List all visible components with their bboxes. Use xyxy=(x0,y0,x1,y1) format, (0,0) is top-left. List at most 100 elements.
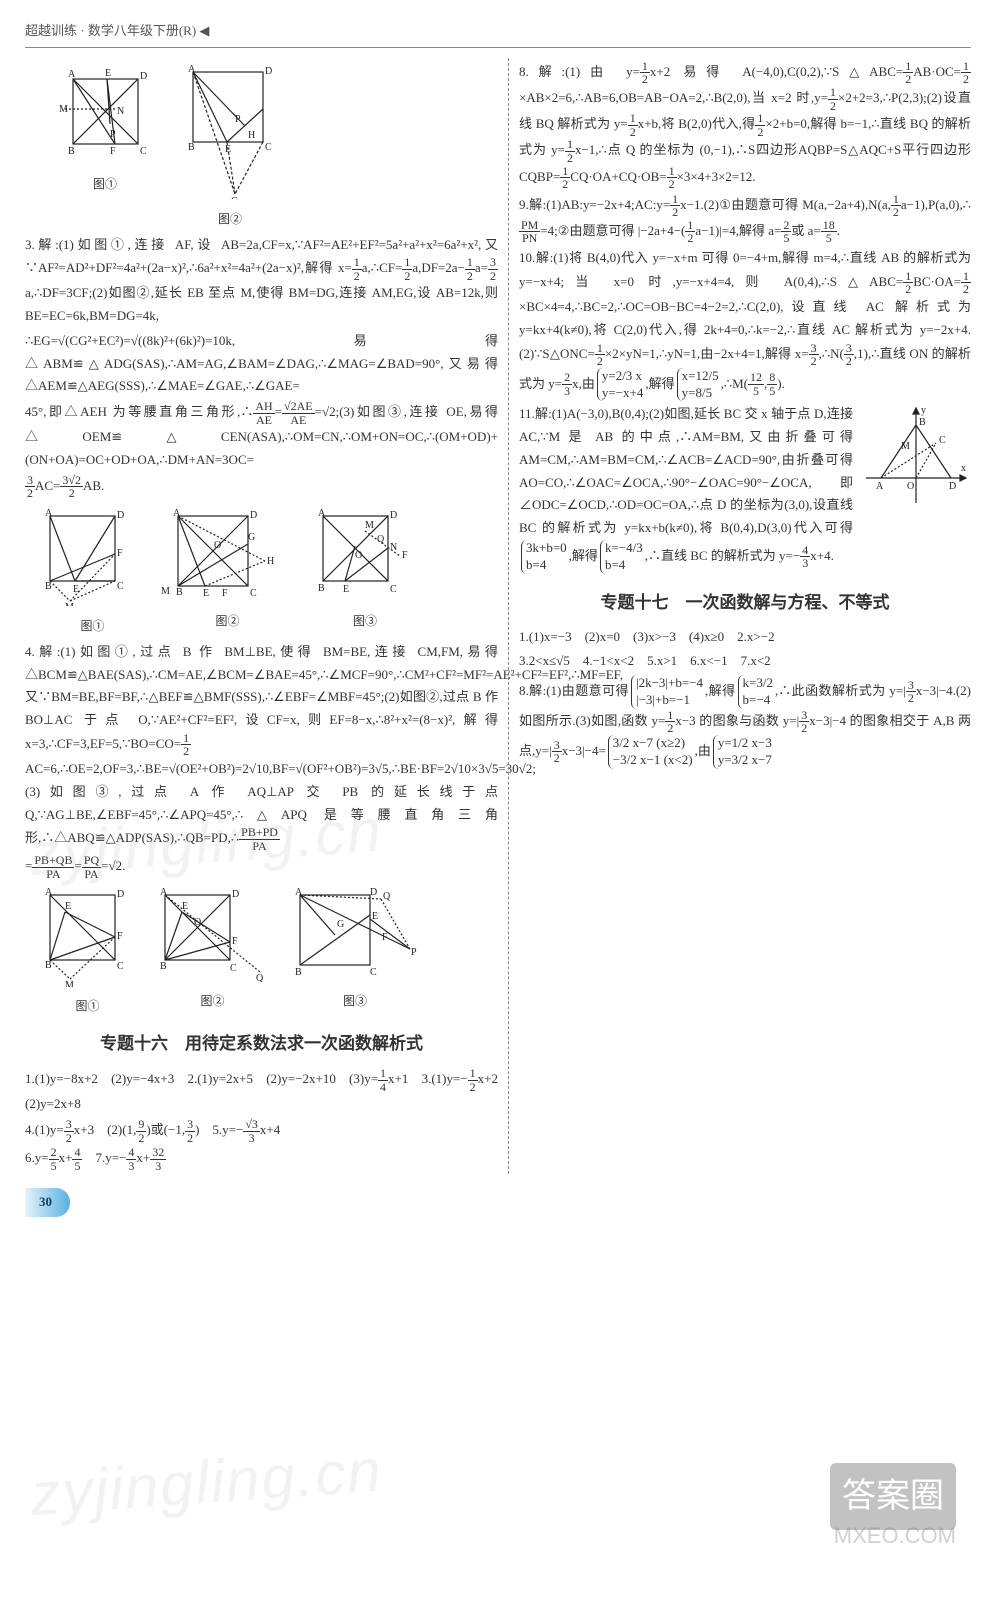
q3-text-b: ∴EG=√(CG²+EC²)=√((8k)²+(6k)²)=10k,易得 △AB… xyxy=(25,330,498,398)
svg-text:C: C xyxy=(265,142,272,153)
svg-text:A: A xyxy=(318,508,326,519)
svg-text:B: B xyxy=(919,417,926,428)
svg-text:C: C xyxy=(117,581,124,592)
svg-text:C: C xyxy=(370,967,377,978)
s16-line6: 6.y=25x+45 7.y=−43x+323 xyxy=(25,1146,498,1172)
svg-text:D: D xyxy=(370,887,377,898)
svg-text:C: C xyxy=(117,961,124,972)
q3-text: 3.解:(1)如图①,连接 AF,设 AB=2a,CF=x,∵AF²=AE²+E… xyxy=(25,234,498,328)
svg-text:B: B xyxy=(160,961,167,972)
svg-text:A: A xyxy=(188,64,196,75)
left-column: AED MN BFC P 图① AD BEC PH G 图② xyxy=(25,58,498,1175)
svg-text:A: A xyxy=(45,508,53,519)
svg-text:C: C xyxy=(939,435,946,446)
svg-text:A: A xyxy=(160,887,168,898)
watermark: zyjingling.cn xyxy=(27,1418,386,1547)
svg-text:P: P xyxy=(411,947,417,958)
svg-text:E: E xyxy=(225,144,231,155)
s17-q8: 8.解:(1)由题意可得|2k−3|+b=−4|−3|+b=−1,解得k=3/2… xyxy=(519,675,971,769)
svg-text:E: E xyxy=(105,68,111,79)
svg-text:F: F xyxy=(402,550,408,561)
svg-text:D: D xyxy=(250,510,257,521)
fig-11: A O D B C M x y xyxy=(861,403,971,516)
fig-4-3: A D MQ O NF B E C xyxy=(305,506,425,601)
watermark-badge: 答案圈 xyxy=(830,1463,956,1531)
svg-text:E: E xyxy=(65,901,71,912)
q4-text-b: =PB+QBPA=PQPA=√2. xyxy=(25,854,498,880)
svg-text:M: M xyxy=(365,520,374,531)
fig-3-1: AED MN BFC P xyxy=(55,64,155,164)
svg-text:M: M xyxy=(901,441,910,452)
svg-text:F: F xyxy=(232,936,238,947)
svg-text:C: C xyxy=(230,963,237,974)
svg-text:E: E xyxy=(203,588,209,599)
svg-text:B: B xyxy=(318,583,325,594)
svg-text:G: G xyxy=(248,532,255,543)
svg-text:D: D xyxy=(390,510,397,521)
svg-text:G: G xyxy=(337,919,344,930)
svg-text:B: B xyxy=(295,967,302,978)
svg-text:H: H xyxy=(248,130,255,141)
svg-text:Q: Q xyxy=(377,534,385,545)
svg-text:F: F xyxy=(117,931,123,942)
svg-text:O: O xyxy=(214,540,221,551)
svg-text:O: O xyxy=(907,481,914,492)
svg-text:Q: Q xyxy=(256,973,264,982)
svg-text:D: D xyxy=(117,889,124,900)
svg-text:F: F xyxy=(222,588,228,599)
q8-text: 8.解:(1)由 y=12x+2 易得 A(−4,0),C(0,2),∵S△AB… xyxy=(519,60,971,191)
svg-text:M: M xyxy=(65,980,74,987)
svg-text:B: B xyxy=(188,142,195,153)
svg-text:B: B xyxy=(176,587,183,598)
svg-text:F: F xyxy=(382,932,388,943)
svg-text:F: F xyxy=(110,146,116,157)
right-column: 8.解:(1)由 y=12x+2 易得 A(−4,0),C(0,2),∵S△AB… xyxy=(519,58,971,1175)
fig-4-1: AD BEC FM xyxy=(35,506,150,606)
svg-text:E: E xyxy=(182,901,188,912)
svg-text:C: C xyxy=(390,584,397,595)
q3-text-c: 45°,即△AEH 为等腰直角三角形,∴AHAE=√2AEAE=√2;(3)如图… xyxy=(25,400,498,472)
svg-text:A: A xyxy=(295,887,303,898)
svg-text:A: A xyxy=(68,69,76,80)
svg-text:B: B xyxy=(68,146,75,157)
svg-text:N: N xyxy=(117,106,124,117)
fig-4b-1: A D E F B C M xyxy=(35,887,140,987)
figure-row-top: AED MN BFC P 图① AD BEC PH G 图② xyxy=(55,64,498,230)
svg-text:A: A xyxy=(876,481,884,492)
svg-text:D: D xyxy=(232,889,239,900)
q3-text-d: 32AC=3√22AB. xyxy=(25,474,498,500)
q10-text: 10.解:(1)将 B(4,0)代入 y=−x+m 可得 0=−4+m,解得 m… xyxy=(519,247,971,401)
svg-text:H: H xyxy=(267,556,274,567)
svg-text:y: y xyxy=(921,405,926,416)
svg-text:E: E xyxy=(343,584,349,595)
svg-text:P: P xyxy=(235,114,241,125)
svg-text:M: M xyxy=(65,602,74,606)
q9-text: 9.解:(1)AB:y=−2x+4;AC:y=12x−1.(2)①由题意可得 M… xyxy=(519,193,971,245)
svg-text:Q: Q xyxy=(383,891,391,902)
svg-text:N: N xyxy=(390,542,397,553)
s16-line4: 4.(1)y=32x+3 (2)(1,92)或(−1,32) 5.y=−√33x… xyxy=(25,1118,498,1144)
svg-text:O: O xyxy=(194,917,201,928)
svg-text:D: D xyxy=(117,510,124,521)
figure-row-mid: AD BEC FM 图① AD GH MBE FCO 图② xyxy=(35,506,498,637)
svg-text:O: O xyxy=(355,550,362,561)
svg-text:A: A xyxy=(45,887,53,898)
fig-4b-3: A DQ G E B C F P xyxy=(285,887,425,982)
svg-text:B: B xyxy=(45,960,52,971)
svg-text:M: M xyxy=(59,104,68,115)
figure-row-bottom: AD EF BCM 图① AD EOF BCQ 图② xyxy=(35,887,498,1018)
svg-text:x: x xyxy=(961,463,966,474)
fig-4-2: A D G H MB E F C O xyxy=(160,506,295,601)
svg-text:M: M xyxy=(161,586,170,597)
svg-text:F: F xyxy=(117,548,123,559)
s16-line1: 1.(1)y=−8x+2 (2)y=−4x+3 2.(1)y=2x+5 (2)y… xyxy=(25,1067,498,1116)
svg-text:C: C xyxy=(250,588,257,599)
svg-text:D: D xyxy=(265,66,272,77)
fig-3-2: AD BEC PH G xyxy=(175,64,285,199)
svg-text:E: E xyxy=(372,911,378,922)
svg-text:B: B xyxy=(45,581,52,592)
svg-text:A: A xyxy=(173,508,181,519)
fig-4b-2: A D EO F B C Q xyxy=(150,887,275,982)
svg-text:P: P xyxy=(110,129,116,140)
svg-text:D: D xyxy=(949,481,956,492)
